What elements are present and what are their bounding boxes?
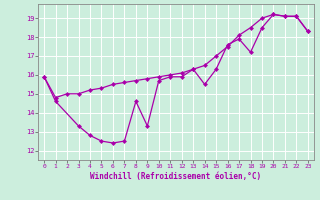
X-axis label: Windchill (Refroidissement éolien,°C): Windchill (Refroidissement éolien,°C) [91, 172, 261, 181]
